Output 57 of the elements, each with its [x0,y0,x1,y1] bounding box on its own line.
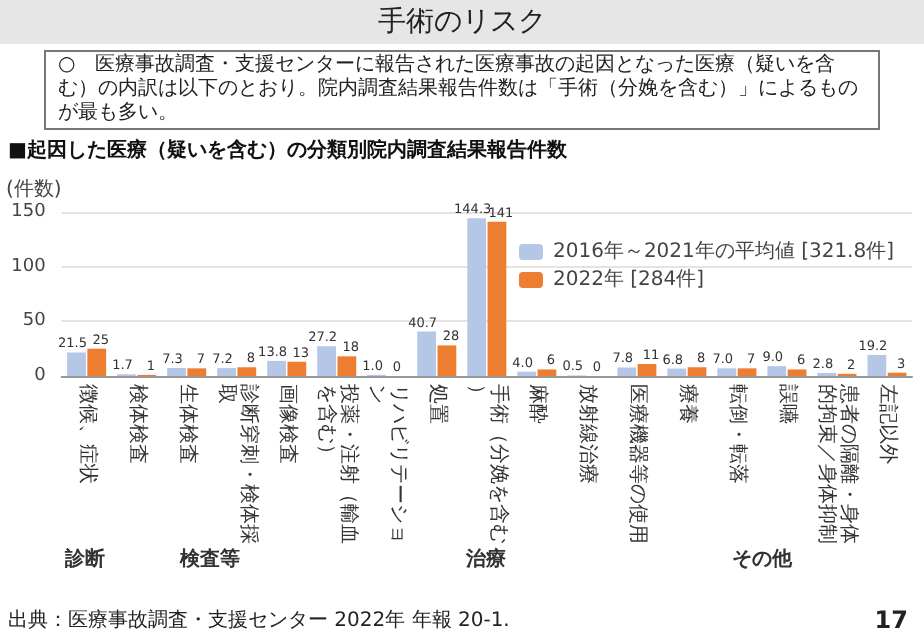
bar [167,368,186,376]
bar [667,368,687,376]
x-tick-label: 医療機器等の使用 [625,384,650,544]
x-tick-label: 投薬・注射（輸血を含む） [314,382,361,544]
text: 検査等 [178,547,241,571]
bar [717,368,737,376]
x-tick-label: 麻酔 [525,384,550,424]
bar [317,346,336,376]
x-tick-label: 誤嚥 [775,384,800,424]
bar [637,363,657,376]
legend-label: 2016年～2021年の平均値 [321.8件] [552,239,895,263]
x-tick-label: 療養 [675,384,700,424]
x-tick-label: リハビリテーション [364,384,409,544]
chart-subtitle: ○ 医療事故調査・支援センターに報告された医療事故の起因となった医療（疑いを含む）の内訳は以下のとおり。院内調査結果報告件数は「手術（分娩を含む）」によるものが最も多い。 [44,50,880,130]
y-tick-label: 150 [11,202,47,222]
bar [337,356,357,376]
text: ■起因した医療（疑いを含む）の分類別院内調査結果報告件数 [8,136,569,164]
x-tick-label: 生体検査 [175,384,200,464]
y-tick-label: 50 [22,311,47,332]
bar [767,366,787,376]
bar [287,361,307,376]
bar [687,367,707,376]
bar [437,345,457,376]
x-tick-label: 徴候、症状 [75,384,100,484]
x-tick-label: 手術（分娩を含む） [464,384,511,544]
bar [187,368,207,376]
bar [87,348,107,376]
bar [867,355,887,376]
bar [217,368,236,376]
bar [487,221,507,376]
x-tick-label: 検体検査 [125,384,150,464]
bar [237,367,257,376]
bar [467,218,487,376]
bar [787,369,807,376]
bar [617,367,637,376]
text: 診断 [63,547,106,571]
y-tick-label: 0 [34,366,47,386]
text: その他 [731,547,794,571]
x-tick-label: 患者の隔離・身体的拘束／身体抑制 [814,382,861,544]
chart-title: 手術のリスク [0,0,924,44]
bar [537,369,557,376]
legend-label: 2022年 [284件] [552,267,705,291]
x-tick-label: 画像検査 [275,384,300,464]
x-tick-label: 放射線治療 [575,384,600,484]
y-tick-label: 100 [11,256,47,277]
x-tick-label: 診断穿刺・検体採取 [214,384,261,544]
bar [67,352,86,376]
bar [737,368,757,376]
text: 17 [874,606,908,634]
x-tick-label: 転倒・転落 [725,384,750,484]
source-note: 出典：医療事故調査・支援センター 2022年 年報 20-1. [8,607,510,634]
text: 治療 [464,547,506,571]
x-tick-label: 処置 [425,384,450,424]
bar [267,360,286,376]
bar [417,331,437,376]
y-axis-title: (件数) [5,179,62,201]
x-tick-label: 左記以外 [875,384,900,464]
